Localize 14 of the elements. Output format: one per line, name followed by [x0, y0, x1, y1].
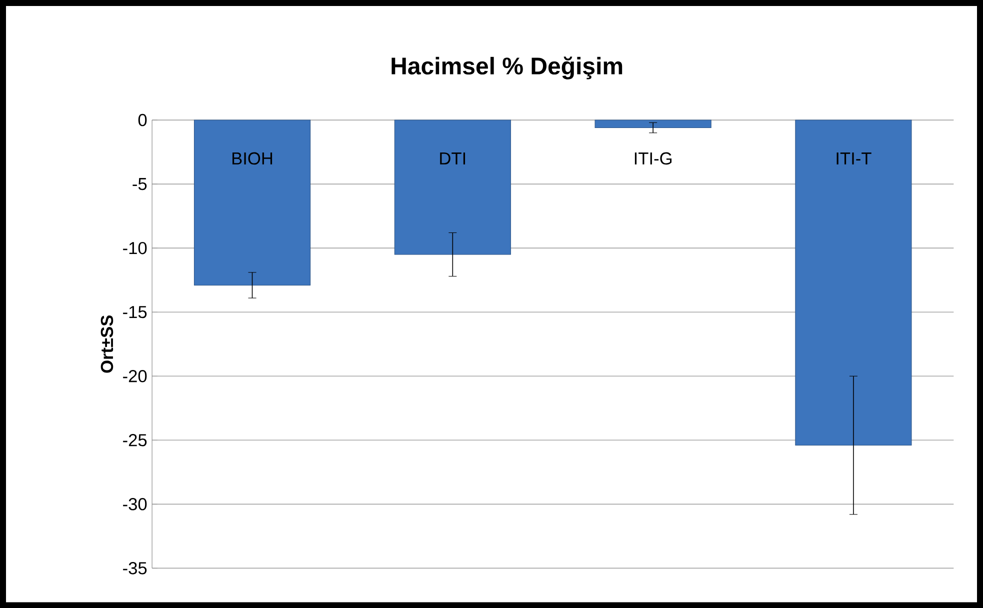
- y-axis-title: Ort±SS: [100, 315, 114, 373]
- chart-title: Hacimsel % Değişim: [392, 56, 622, 80]
- x-tick-label: ITI-T: [836, 152, 872, 164]
- y-tick-label: -25: [123, 434, 147, 446]
- y-tick-label: -30: [123, 498, 147, 510]
- y-tick-label: -20: [123, 370, 147, 382]
- y-tick-label: -15: [123, 306, 147, 318]
- x-tick-label: BIOH: [232, 152, 272, 164]
- x-tick-label: DTI: [440, 152, 466, 164]
- y-tick-label: -5: [132, 178, 147, 190]
- y-tick-label: 0: [138, 114, 147, 126]
- y-tick-label: -35: [123, 562, 147, 574]
- y-tick-label: -10: [123, 242, 147, 254]
- x-tick-label: ITI-G: [634, 152, 672, 164]
